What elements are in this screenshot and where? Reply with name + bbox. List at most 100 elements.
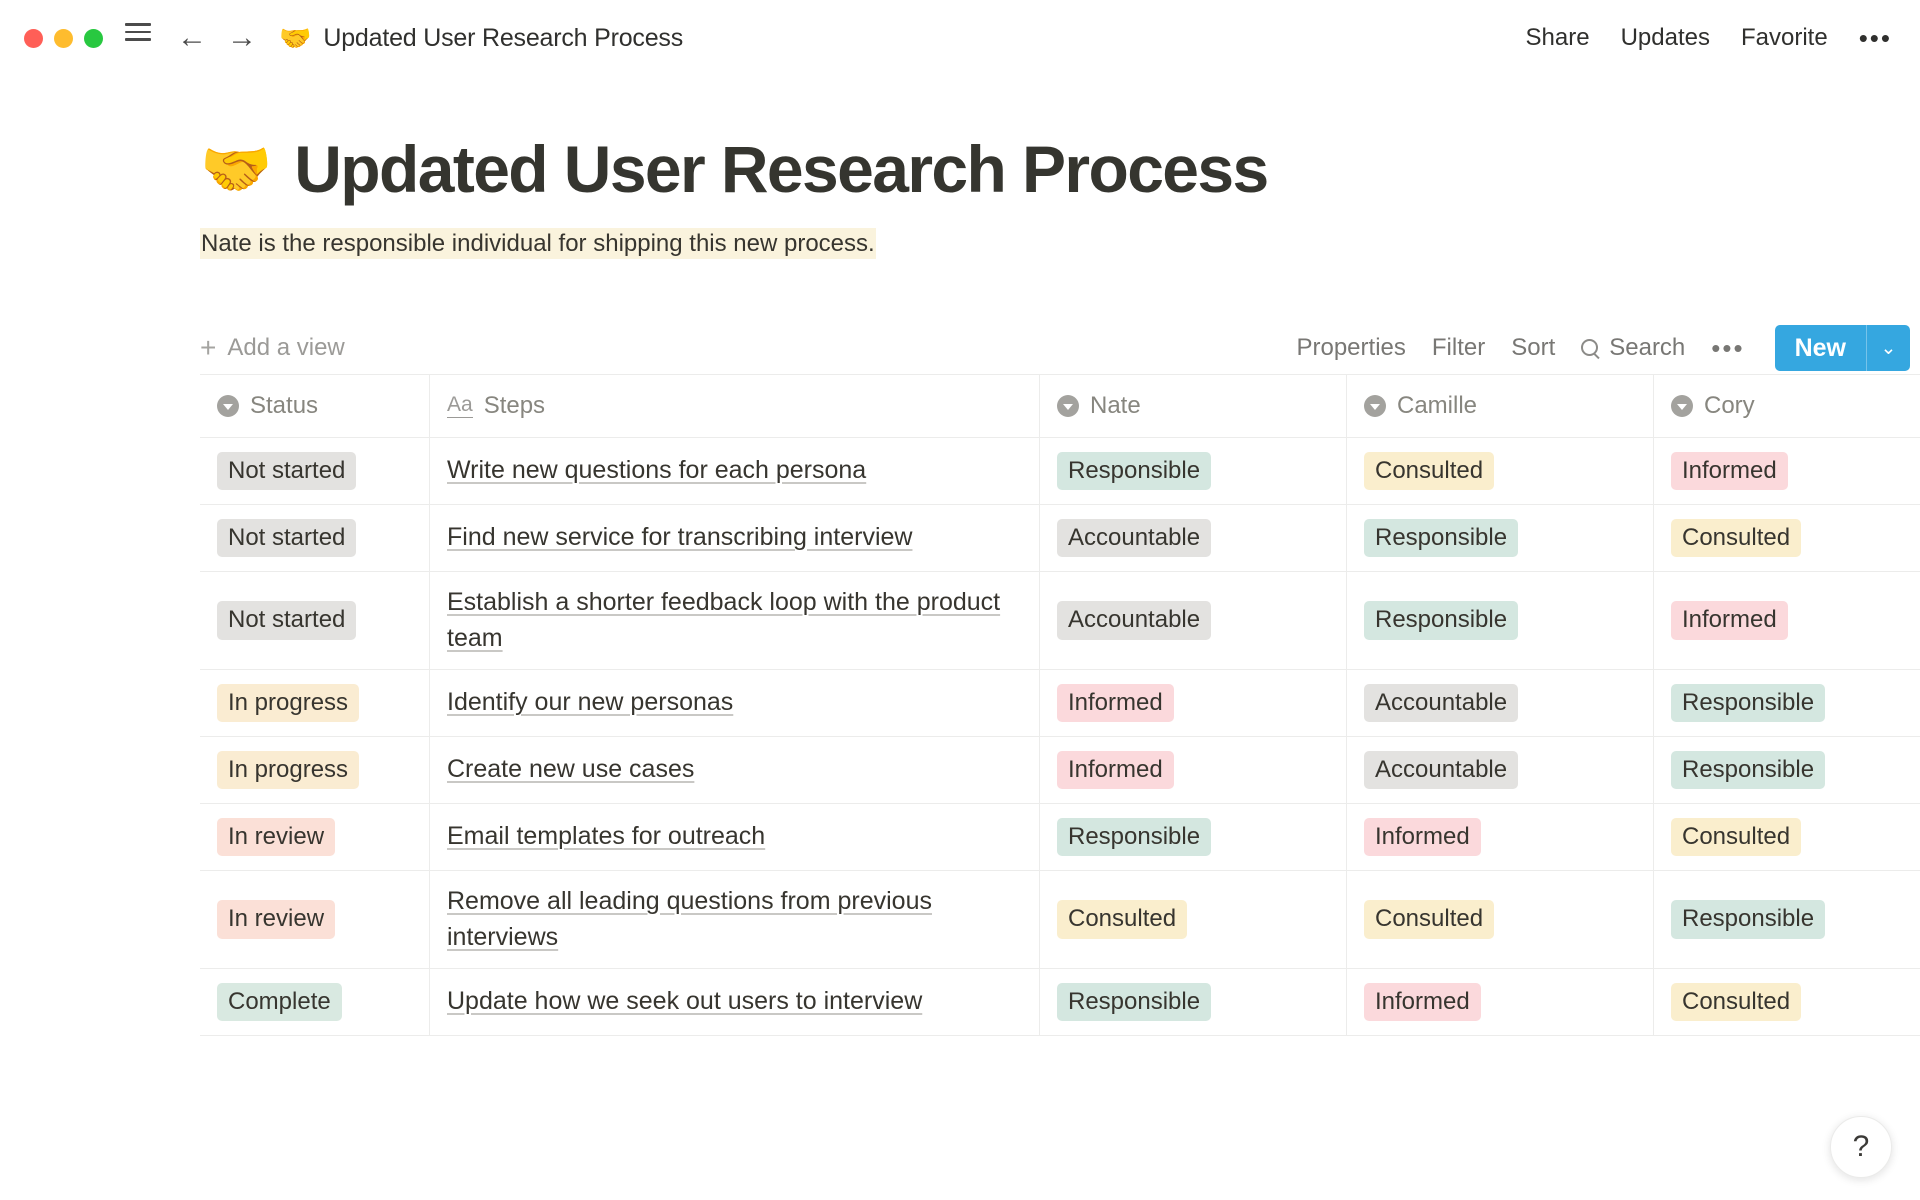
column-header-nate[interactable]: Nate [1040, 375, 1347, 438]
forward-arrow-icon[interactable]: → [227, 21, 257, 54]
step-title[interactable]: Email templates for outreach [447, 822, 766, 851]
table-body: Not started Write new questions for each … [200, 438, 1920, 1037]
minimize-window-button[interactable] [54, 28, 73, 48]
select-icon [1057, 395, 1079, 418]
toolbar-more-icon[interactable]: ••• [1711, 332, 1745, 363]
cell-steps[interactable]: Create new use cases [430, 737, 1040, 804]
cell-status[interactable]: In progress [200, 737, 430, 804]
cell-cory[interactable]: Consulted [1654, 505, 1920, 571]
cell-status[interactable]: In review [200, 804, 430, 871]
search-icon [1581, 338, 1600, 358]
column-header-steps[interactable]: Aa Steps [430, 375, 1040, 438]
step-title[interactable]: Find new service for transcribing interv… [447, 523, 913, 552]
more-options-icon[interactable]: ••• [1858, 22, 1892, 53]
table-row[interactable]: In progress Identify our new personas Info… [200, 670, 1920, 738]
add-view-button[interactable]: + Add a view [200, 334, 345, 362]
cell-cory[interactable]: Consulted [1654, 969, 1920, 1035]
cell-steps[interactable]: Write new questions for each persona [430, 438, 1040, 505]
role-badge: Consulted [1671, 817, 1802, 857]
select-icon [1364, 395, 1386, 418]
table-row[interactable]: In review Email templates for outreach Res… [200, 804, 1920, 872]
breadcrumb[interactable]: Updated User Research Process [323, 23, 684, 52]
toolbar-actions: Properties Filter Sort Search ••• New ⌄ [1296, 325, 1910, 372]
cell-camille[interactable]: Informed [1347, 969, 1654, 1036]
page-handshake-icon: 🤝 [200, 136, 273, 202]
table-row[interactable]: In progress Create new use cases Informed A… [200, 737, 1920, 805]
cell-status[interactable]: Complete [200, 969, 430, 1036]
cell-camille[interactable]: Responsible [1347, 505, 1654, 572]
cell-camille[interactable]: Informed [1347, 804, 1654, 871]
close-window-button[interactable] [24, 28, 43, 48]
page-content: 🤝 Updated User Research Process Nate is … [0, 132, 1920, 1037]
step-title[interactable]: Write new questions for each persona [447, 456, 867, 485]
status-badge: Not started [217, 601, 357, 640]
cell-camille[interactable]: Accountable [1347, 670, 1654, 737]
updates-button[interactable]: Updates [1620, 24, 1710, 51]
cell-cory[interactable]: Responsible [1654, 670, 1920, 736]
cell-status[interactable]: In progress [200, 670, 430, 737]
favorite-button[interactable]: Favorite [1740, 24, 1828, 51]
cell-cory[interactable]: Responsible [1654, 737, 1920, 803]
cell-camille[interactable]: Accountable [1347, 737, 1654, 804]
cell-status[interactable]: Not started [200, 505, 430, 572]
filter-button[interactable]: Filter [1431, 334, 1486, 362]
cell-nate[interactable]: Responsible [1040, 969, 1347, 1036]
cell-nate[interactable]: Consulted [1040, 871, 1347, 969]
role-badge: Informed [1057, 750, 1174, 790]
cell-nate[interactable]: Accountable [1040, 572, 1347, 670]
cell-cory[interactable]: Informed [1654, 572, 1920, 669]
share-button[interactable]: Share [1525, 24, 1590, 51]
new-button[interactable]: New [1794, 333, 1846, 362]
page-title: 🤝 Updated User Research Process [200, 132, 1920, 206]
role-badge: Accountable [1364, 750, 1519, 790]
step-title[interactable]: Remove all leading questions from previo… [447, 887, 932, 951]
callout-text[interactable]: Nate is the responsible individual for s… [200, 228, 876, 260]
cell-nate[interactable]: Accountable [1040, 505, 1347, 572]
maximize-window-button[interactable] [84, 28, 103, 48]
step-title[interactable]: Establish a shorter feedback loop with t… [447, 588, 1001, 652]
cell-cory[interactable]: Informed [1654, 438, 1920, 504]
chevron-down-icon[interactable]: ⌄ [1866, 325, 1910, 372]
cell-status[interactable]: Not started [200, 572, 430, 670]
table-row[interactable]: In review Remove all leading questions fr… [200, 871, 1920, 970]
help-button[interactable]: ? [1830, 1116, 1892, 1178]
cell-status[interactable]: In review [200, 871, 430, 969]
column-header-camille[interactable]: Camille [1347, 375, 1654, 438]
sort-button[interactable]: Sort [1511, 334, 1556, 362]
cell-camille[interactable]: Consulted [1347, 438, 1654, 505]
step-title[interactable]: Create new use cases [447, 755, 695, 784]
role-badge: Informed [1057, 683, 1174, 723]
table-row[interactable]: Complete Update how we seek out users to … [200, 969, 1920, 1037]
cell-steps[interactable]: Establish a shorter feedback loop with t… [430, 572, 1040, 670]
select-icon [217, 395, 239, 418]
cell-steps[interactable]: Identify our new personas [430, 670, 1040, 737]
table-row[interactable]: Not started Write new questions for each … [200, 438, 1920, 506]
cell-nate[interactable]: Informed [1040, 737, 1347, 804]
status-badge: Complete [217, 982, 342, 1022]
cell-nate[interactable]: Responsible [1040, 804, 1347, 871]
cell-steps[interactable]: Find new service for transcribing interv… [430, 505, 1040, 572]
cell-steps[interactable]: Remove all leading questions from previo… [430, 871, 1040, 969]
database-table: Status Aa Steps Nate [200, 374, 1920, 1037]
cell-steps[interactable]: Email templates for outreach [430, 804, 1040, 871]
hamburger-menu-icon[interactable] [125, 23, 155, 53]
column-header-cory[interactable]: Cory [1654, 375, 1920, 437]
table-row[interactable]: Not started Find new service for transcri… [200, 505, 1920, 573]
cell-cory[interactable]: Responsible [1654, 871, 1920, 968]
cell-nate[interactable]: Responsible [1040, 438, 1347, 505]
cell-cory[interactable]: Consulted [1654, 804, 1920, 870]
cell-camille[interactable]: Responsible [1347, 572, 1654, 670]
cell-steps[interactable]: Update how we seek out users to intervie… [430, 969, 1040, 1036]
cell-status[interactable]: Not started [200, 438, 430, 505]
column-header-status[interactable]: Status [200, 375, 430, 438]
step-title[interactable]: Identify our new personas [447, 688, 734, 717]
cell-nate[interactable]: Informed [1040, 670, 1347, 737]
search-button[interactable]: Search [1581, 334, 1685, 362]
page-title-text[interactable]: Updated User Research Process [294, 132, 1269, 206]
back-arrow-icon[interactable]: ← [177, 21, 207, 54]
table-row[interactable]: Not started Establish a shorter feedback … [200, 572, 1920, 671]
properties-button[interactable]: Properties [1296, 334, 1406, 362]
step-title[interactable]: Update how we seek out users to intervie… [447, 987, 923, 1016]
cell-camille[interactable]: Consulted [1347, 871, 1654, 969]
text-icon: Aa [447, 393, 473, 419]
